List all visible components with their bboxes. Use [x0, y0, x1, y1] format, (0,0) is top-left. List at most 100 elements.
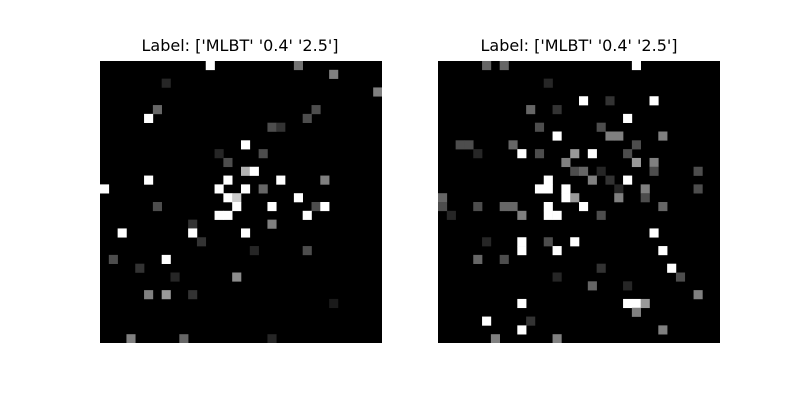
image-pixel — [553, 273, 562, 282]
image-pixel — [650, 96, 659, 105]
image-canvas-left — [100, 61, 382, 343]
image-pixel — [614, 132, 623, 141]
image-pixel — [623, 176, 632, 185]
image-pixel — [632, 61, 641, 70]
image-pixel — [144, 290, 153, 299]
image-pixel — [650, 158, 659, 167]
image-pixel — [438, 202, 447, 211]
image-pixel — [267, 123, 276, 132]
image-pixel — [232, 202, 241, 211]
image-pixel — [623, 114, 632, 123]
image-pixel — [144, 176, 153, 185]
image-pixel — [694, 167, 703, 176]
image-pixel — [694, 184, 703, 193]
image-pixel — [373, 87, 382, 96]
image-pixel — [232, 193, 241, 202]
image-pixel — [118, 228, 127, 237]
image-pixel — [535, 184, 544, 193]
image-pixel — [482, 237, 491, 246]
image-pixel — [276, 123, 285, 132]
image-pixel — [320, 176, 329, 185]
image-pixel — [650, 167, 659, 176]
image-pixel — [579, 167, 588, 176]
image-pixel — [179, 334, 188, 343]
image-pixel — [632, 299, 641, 308]
image-pixel — [188, 290, 197, 299]
image-pixel — [632, 140, 641, 149]
image-pixel — [641, 299, 650, 308]
image-pixel — [223, 193, 232, 202]
image-pixel — [438, 193, 447, 202]
image-pixel — [570, 167, 579, 176]
image-pixel — [509, 140, 518, 149]
image-pixel — [553, 132, 562, 141]
image-pixel — [267, 334, 276, 343]
image-pixel — [473, 149, 482, 158]
image-pixel — [482, 61, 491, 70]
image-pixel — [623, 299, 632, 308]
image-pixel — [153, 105, 162, 114]
image-pixel — [597, 264, 606, 273]
image-pixel — [259, 149, 268, 158]
image-pixel — [614, 184, 623, 193]
image-pixel — [500, 255, 509, 264]
image-pixel — [570, 193, 579, 202]
panel-title-right: Label: ['MLBT' '0.4' '2.5'] — [379, 36, 779, 55]
image-pixel — [517, 237, 526, 246]
image-pixel — [517, 325, 526, 334]
grayscale-image-right — [438, 61, 720, 343]
image-pixel — [188, 228, 197, 237]
image-pixel — [329, 299, 338, 308]
image-pixel — [579, 202, 588, 211]
image-pixel — [223, 158, 232, 167]
image-pixel — [605, 132, 614, 141]
image-pixel — [597, 123, 606, 132]
image-pixel — [456, 140, 465, 149]
image-pixel — [473, 202, 482, 211]
image-pixel — [215, 184, 224, 193]
image-pixel — [162, 290, 171, 299]
image-pixel — [329, 70, 338, 79]
image-pixel — [561, 184, 570, 193]
image-pixel — [223, 211, 232, 220]
image-canvas-right — [438, 61, 720, 343]
image-pixel — [312, 105, 321, 114]
image-pixel — [144, 114, 153, 123]
image-pixel — [241, 140, 250, 149]
image-pixel — [553, 246, 562, 255]
image-pixel — [597, 167, 606, 176]
image-pixel — [544, 202, 553, 211]
image-pixel — [667, 264, 676, 273]
image-pixel — [517, 211, 526, 220]
image-pixel — [215, 149, 224, 158]
image-pixel — [658, 325, 667, 334]
image-pixel — [153, 202, 162, 211]
image-pixel — [544, 176, 553, 185]
image-pixel — [632, 308, 641, 317]
image-pixel — [641, 184, 650, 193]
image-pixel — [215, 211, 224, 220]
image-pixel — [553, 334, 562, 343]
image-pixel — [312, 202, 321, 211]
image-pixel — [597, 211, 606, 220]
image-pixel — [223, 176, 232, 185]
image-pixel — [241, 184, 250, 193]
image-pixel — [109, 255, 118, 264]
image-pixel — [641, 193, 650, 202]
image-pixel — [500, 202, 509, 211]
image-pixel — [500, 61, 509, 70]
image-pixel — [605, 176, 614, 185]
image-pixel — [694, 290, 703, 299]
image-pixel — [535, 123, 544, 132]
image-pixel — [676, 273, 685, 282]
image-pixel — [623, 281, 632, 290]
image-pixel — [126, 334, 135, 343]
image-pixel — [623, 149, 632, 158]
image-pixel — [267, 220, 276, 229]
image-pixel — [517, 149, 526, 158]
image-pixel — [579, 96, 588, 105]
image-pixel — [447, 211, 456, 220]
image-pixel — [553, 211, 562, 220]
image-pixel — [561, 193, 570, 202]
image-pixel — [544, 237, 553, 246]
